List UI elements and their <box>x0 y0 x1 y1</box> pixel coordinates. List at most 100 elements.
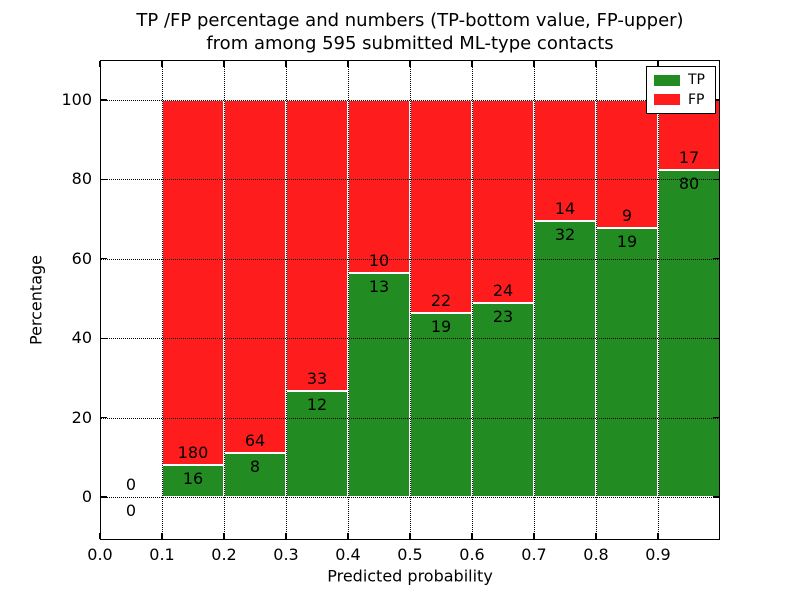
tp-bar-segment <box>286 391 348 497</box>
y-tick-right <box>713 416 719 419</box>
y-tick-label: 80 <box>71 169 92 189</box>
tp-swatch-icon <box>654 74 680 86</box>
tp-count-label: 32 <box>554 224 576 244</box>
v-gridline <box>286 60 287 540</box>
x-tick-bottom <box>657 533 659 539</box>
x-tick-label: 0.4 <box>335 545 361 564</box>
fp-bar-segment <box>472 100 534 303</box>
x-tick-bottom <box>223 533 225 539</box>
y-tick-right <box>713 258 719 260</box>
x-tick-top <box>533 61 535 67</box>
x-tick-bottom <box>595 533 597 539</box>
chart-title-line1: TP /FP percentage and numbers (TP-bottom… <box>136 10 684 31</box>
fp-count-label: 10 <box>368 250 390 270</box>
fp-count-label: 17 <box>678 147 700 167</box>
y-tick-right <box>713 178 719 181</box>
chart-title-line2: from among 595 submitted ML-type contact… <box>206 33 614 54</box>
x-tick-top <box>161 61 163 67</box>
y-tick-left <box>101 178 107 181</box>
x-tick-top <box>471 61 473 67</box>
v-gridline <box>348 60 349 540</box>
fp-count-label: 180 <box>177 442 209 462</box>
v-gridline <box>224 60 225 540</box>
fp-bar-segment <box>286 100 348 392</box>
y-tick-label: 20 <box>71 407 92 427</box>
v-gridline <box>596 60 597 540</box>
y-tick-label: 60 <box>71 248 92 268</box>
y-tick-left <box>101 496 107 498</box>
tp-bar-segment <box>596 227 658 497</box>
fp-count-label: 0 <box>125 475 137 494</box>
x-tick-bottom <box>161 533 163 539</box>
v-gridline <box>162 60 163 540</box>
fp-count-label: 14 <box>554 198 576 218</box>
x-tick-label: 0.7 <box>521 545 547 564</box>
y-tick-left <box>101 337 107 339</box>
fp-count-label: 22 <box>430 291 452 310</box>
v-gridline <box>534 60 535 540</box>
y-tick-right <box>713 337 719 339</box>
tp-count-label: 16 <box>182 468 204 488</box>
y-tick-label: 0 <box>81 487 92 506</box>
tp-count-label: 23 <box>492 306 514 326</box>
x-tick-top <box>657 61 659 67</box>
x-tick-top <box>409 61 411 67</box>
fp-count-label: 24 <box>492 280 514 300</box>
y-tick-right <box>713 99 719 101</box>
tp-bar-segment <box>534 220 596 497</box>
legend-label-fp: FP <box>688 91 705 108</box>
x-tick-label: 0.9 <box>645 545 671 564</box>
y-tick-right <box>713 496 719 498</box>
h-gridline <box>100 179 720 181</box>
v-gridline <box>658 60 659 540</box>
fp-count-label: 33 <box>306 369 328 389</box>
x-tick-label: 0.6 <box>459 545 485 564</box>
x-tick-bottom <box>347 533 349 539</box>
x-tick-label: 0.2 <box>211 545 237 564</box>
x-tick-label: 0.5 <box>397 545 423 564</box>
legend-row-tp: TP <box>654 72 708 88</box>
h-gridline <box>100 338 720 340</box>
fp-bar-segment <box>410 100 472 313</box>
x-tick-label: 0.3 <box>273 545 299 564</box>
y-tick-left <box>101 99 107 101</box>
h-gridline <box>100 497 720 498</box>
h-gridline <box>100 100 720 101</box>
tp-count-label: 13 <box>368 276 390 296</box>
x-tick-label: 0.1 <box>149 545 175 564</box>
tp-count-label: 8 <box>249 456 261 476</box>
fp-bar-segment <box>162 100 224 465</box>
h-gridline <box>100 417 720 419</box>
legend-row-fp: FP <box>654 92 708 108</box>
fp-bar-segment <box>224 100 286 453</box>
v-gridline <box>472 60 473 540</box>
tp-bar-segment <box>658 169 720 497</box>
y-tick-label: 100 <box>61 90 92 109</box>
y-tick-left <box>101 416 107 419</box>
x-tick-bottom <box>409 533 411 539</box>
y-tick-left <box>101 258 107 260</box>
tp-count-label: 12 <box>306 395 328 415</box>
x-tick-top <box>99 61 101 67</box>
tp-bar-segment <box>348 272 410 497</box>
x-tick-bottom <box>99 533 101 539</box>
tp-bar-segment <box>472 302 534 497</box>
fp-bar-segment <box>348 100 410 273</box>
fp-swatch-icon <box>654 94 680 106</box>
fp-count-label: 64 <box>244 430 266 450</box>
x-tick-bottom <box>471 533 473 539</box>
tp-count-label: 80 <box>678 173 700 193</box>
chart-title: TP /FP percentage and numbers (TP-bottom… <box>100 9 720 55</box>
tp-count-label: 0 <box>125 501 137 520</box>
v-gridline <box>410 60 411 540</box>
x-tick-top <box>347 61 349 67</box>
x-tick-top <box>595 61 597 67</box>
tp-bar-segment <box>410 313 472 497</box>
x-axis-label: Predicted probability <box>327 566 493 586</box>
x-tick-top <box>285 61 287 67</box>
tp-count-label: 19 <box>430 317 452 336</box>
y-tick-label: 40 <box>71 328 92 348</box>
x-tick-top <box>223 61 225 67</box>
fp-count-label: 9 <box>621 205 633 225</box>
